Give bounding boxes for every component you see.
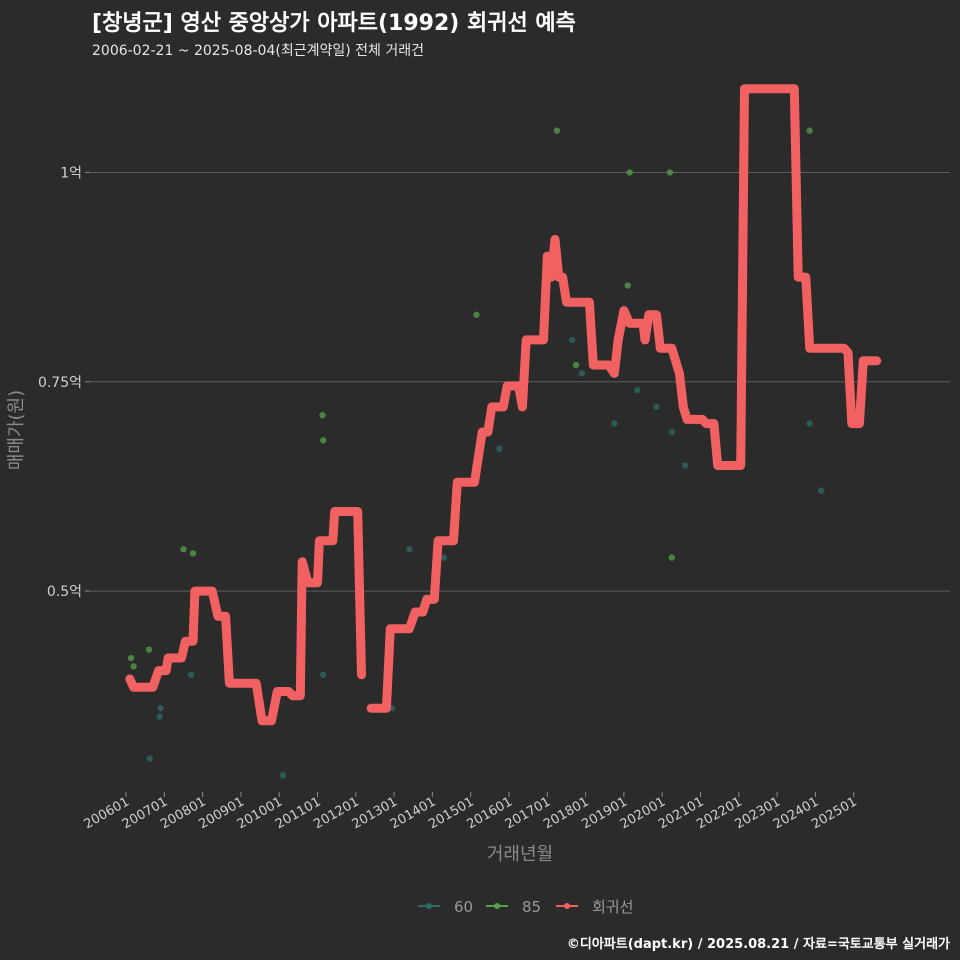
- scatter-point-60: [634, 386, 641, 394]
- scatter-point-60: [157, 705, 164, 712]
- legend-item-회귀선: 회귀선: [556, 898, 633, 916]
- scatter-point-60: [681, 462, 689, 469]
- scatter-point-60: [653, 403, 660, 411]
- scatter-point-60: [279, 772, 287, 779]
- legend: 60 85 회귀선: [418, 898, 633, 916]
- scatter-point-85: [572, 361, 580, 369]
- scatter-point-85: [473, 311, 480, 318]
- y-tick-label: 0.5억: [47, 584, 82, 600]
- legend-label: 회귀선: [592, 898, 633, 916]
- chart-caption: ©디아파트(dapt.kr) / 2025.08.21 / 자료=국토교통부 실…: [567, 936, 950, 952]
- legend-label: 60: [454, 898, 473, 916]
- legend-label: 85: [522, 898, 541, 916]
- scatter-point-85: [666, 169, 674, 176]
- legend-item-60: 60: [418, 898, 473, 916]
- scatter-point-60: [320, 671, 327, 678]
- scatter-point-85: [668, 554, 675, 561]
- scatter-point-85: [624, 282, 631, 289]
- scatter-point-60: [156, 713, 163, 720]
- legend-key-dot: [494, 903, 500, 909]
- regression-line-segment: [366, 84, 882, 713]
- scatter-point-60: [496, 445, 503, 452]
- y-tick-label: 0.75억: [38, 375, 82, 391]
- chart-subtitle: 2006-02-21 ~ 2025-08-04(최근계약일) 전체 거래건: [92, 43, 424, 59]
- scatter-point-60: [406, 546, 413, 553]
- scatter-point-60: [187, 671, 195, 678]
- scatter-point-85: [553, 127, 561, 134]
- regression-line-segment: [125, 507, 366, 726]
- chart-title: [창녕군] 영산 중앙상가 아파트(1992) 회귀선 예측: [92, 11, 576, 36]
- y-axis-title: 매매가(원): [6, 390, 27, 470]
- scatter-point-85: [145, 646, 153, 653]
- y-tick-label: 1억: [60, 165, 82, 181]
- scatter-point-60: [146, 755, 153, 762]
- scatter-point-60: [568, 336, 576, 344]
- y-axis-ticks: 0.5억 0.75억 1억: [38, 165, 90, 600]
- regression-line: [125, 84, 882, 726]
- scatter-points: [127, 127, 825, 779]
- scatter-point-60: [578, 370, 585, 377]
- scatter-point-60: [806, 420, 813, 427]
- scatter-point-85: [189, 550, 197, 557]
- scatter-point-85: [626, 169, 633, 176]
- legend-item-85: 85: [486, 898, 541, 916]
- scatter-point-85: [320, 437, 327, 444]
- scatter-point-60: [668, 428, 675, 436]
- legend-key-dot: [564, 903, 570, 909]
- scatter-point-85: [180, 546, 187, 553]
- scatter-point-60: [611, 420, 618, 427]
- scatter-point-85: [319, 412, 326, 419]
- legend-key-dot: [426, 903, 432, 909]
- scatter-point-85: [806, 127, 813, 134]
- scatter-point-85: [130, 663, 137, 670]
- scatter-point-85: [127, 654, 135, 662]
- x-axis-title: 거래년월: [487, 844, 553, 865]
- scatter-point-60: [817, 487, 825, 494]
- scatter-point-60: [440, 554, 448, 561]
